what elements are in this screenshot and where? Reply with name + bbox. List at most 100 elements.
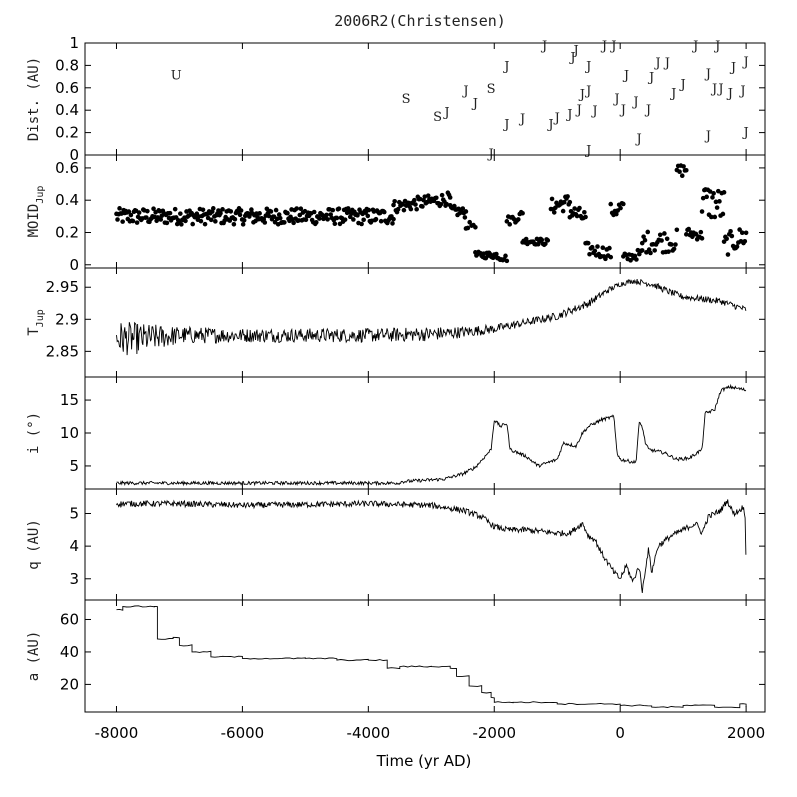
- encounter-marker: J: [553, 111, 560, 126]
- moid-point: [342, 217, 348, 222]
- encounter-marker: J: [738, 84, 745, 99]
- panel-frame-tjup: [84, 267, 766, 378]
- moid-point: [560, 208, 566, 214]
- moid-point: [504, 258, 510, 264]
- moid-point: [444, 201, 450, 207]
- panel-a: 20 40 60 a (AU): [26, 599, 766, 713]
- moid-point: [662, 231, 667, 236]
- moid-point: [130, 218, 136, 224]
- y-axis-label-moid: MOIDJup: [26, 186, 46, 238]
- y-tick-label: 40: [60, 643, 79, 661]
- moid-point: [262, 220, 268, 225]
- x-tick-label: -4000: [347, 724, 391, 742]
- encounter-marker: J: [713, 39, 720, 54]
- moid-point: [587, 251, 592, 257]
- moid-point: [117, 206, 122, 211]
- moid-point: [634, 257, 639, 262]
- moid-point: [190, 221, 195, 227]
- encounter-marker: S: [487, 82, 496, 97]
- moid-point: [334, 215, 340, 221]
- y-tick-label: 0: [69, 146, 79, 164]
- moid-point: [115, 217, 120, 222]
- encounter-marker: J: [572, 44, 579, 59]
- moid-point: [232, 216, 238, 222]
- moid-point: [266, 213, 272, 219]
- encounter-marker: J: [584, 84, 591, 99]
- moid-point: [325, 217, 330, 222]
- moid-point: [600, 245, 606, 250]
- encounter-marker: U: [171, 68, 182, 83]
- encounter-marker: J: [568, 50, 575, 65]
- y-axis-label-a: a (AU): [26, 631, 42, 682]
- moid-point: [515, 217, 521, 222]
- moid-point: [714, 205, 720, 210]
- moid-point: [202, 221, 208, 227]
- moid-point: [220, 207, 225, 212]
- moid-point: [467, 219, 473, 225]
- moid-point: [249, 207, 254, 212]
- moid-point: [164, 220, 170, 226]
- moid-point: [395, 206, 401, 212]
- series-incl: [116, 383, 747, 487]
- moid-point: [422, 194, 428, 199]
- moid-point: [414, 206, 419, 212]
- moid-point: [642, 237, 648, 243]
- moid-point: [179, 222, 184, 227]
- moid-point: [378, 218, 384, 224]
- moid-point: [674, 227, 680, 233]
- moid-point: [198, 218, 204, 224]
- moid-point: [572, 206, 577, 211]
- moid-point: [595, 244, 600, 249]
- encounter-marker: J: [631, 95, 638, 110]
- moid-point: [710, 195, 715, 200]
- y-axis-label-incl: i (°): [26, 412, 42, 454]
- moid-point: [128, 212, 134, 218]
- encounter-marker: J: [540, 39, 547, 54]
- encounter-marker: J: [704, 129, 711, 144]
- moid-point: [208, 217, 214, 223]
- moid-point: [700, 195, 706, 201]
- moid-point: [361, 217, 366, 223]
- moid-point: [336, 206, 342, 211]
- moid-point: [285, 210, 290, 216]
- series-tjup: [116, 278, 747, 356]
- moid-point: [391, 202, 396, 208]
- moid-point: [218, 210, 223, 216]
- moid-point: [574, 213, 580, 219]
- moid-point: [725, 252, 731, 257]
- moid-point: [438, 201, 444, 207]
- moid-point: [666, 249, 671, 254]
- moid-point: [614, 211, 619, 217]
- moid-point: [420, 204, 425, 209]
- moid-point: [669, 242, 674, 247]
- encounter-marker: J: [710, 82, 717, 97]
- moid-point: [549, 196, 555, 202]
- x-tick-label: 2000: [727, 724, 765, 742]
- y-tick-label: 15: [60, 391, 79, 409]
- moid-point: [679, 173, 685, 179]
- moid-point: [172, 206, 178, 212]
- panel-q: 3 4 5 q (AU): [26, 488, 766, 601]
- moid-point: [713, 199, 719, 205]
- moid-point: [297, 212, 303, 218]
- moid-point: [551, 210, 557, 215]
- y-tick-label: 5: [69, 457, 79, 475]
- moid-point: [645, 229, 651, 235]
- y-tick-label: 1: [69, 34, 79, 52]
- moid-point: [699, 209, 705, 214]
- encounter-marker: J: [546, 118, 553, 133]
- moid-point: [363, 210, 369, 215]
- moid-point: [434, 195, 439, 201]
- moid-point: [390, 221, 395, 226]
- moid-point: [412, 197, 417, 203]
- encounter-marker: J: [669, 86, 676, 101]
- moid-point: [167, 210, 173, 216]
- x-tick-label: -8000: [95, 724, 139, 742]
- y-tick-label: 10: [60, 424, 79, 442]
- encounter-marker: J: [442, 105, 449, 120]
- moid-point: [392, 198, 397, 204]
- moid-point: [729, 233, 735, 239]
- encounter-marker: J: [584, 59, 591, 74]
- encounter-marker: J: [584, 143, 591, 158]
